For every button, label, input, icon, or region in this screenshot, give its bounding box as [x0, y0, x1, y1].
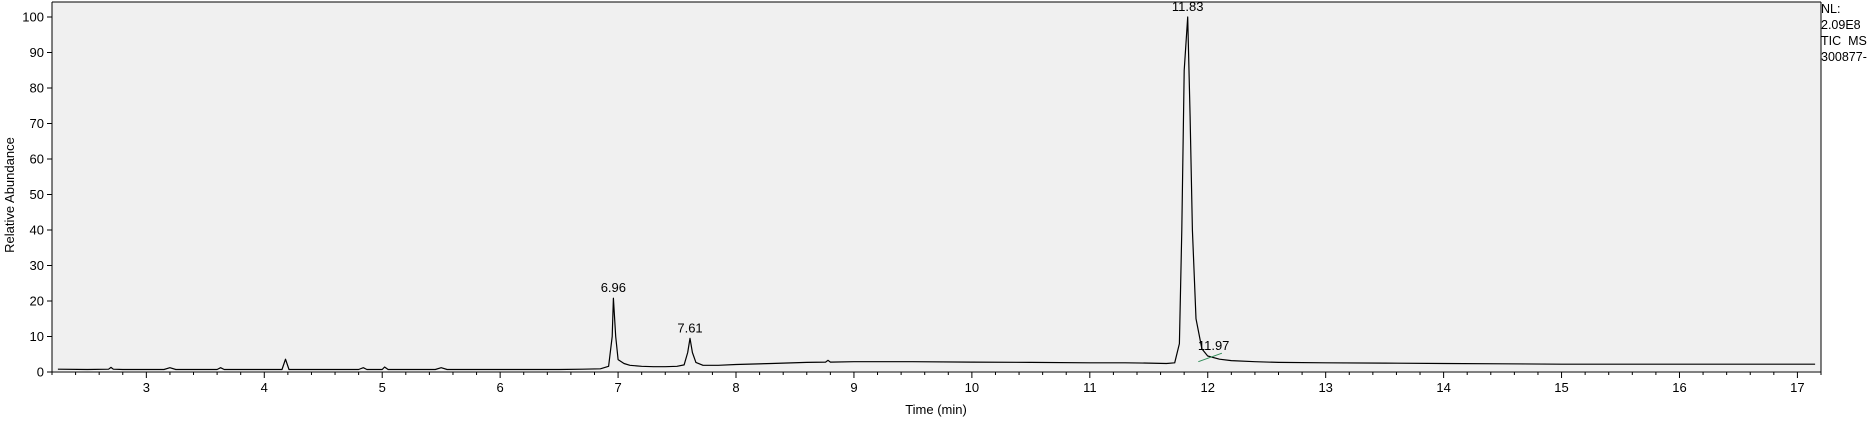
- nl-label: NL:: [1821, 2, 1841, 16]
- nl-value: 2.09E8: [1821, 18, 1861, 32]
- y-tick-label: 30: [30, 258, 44, 273]
- x-tick-label: 12: [1201, 380, 1215, 395]
- peak-label-leader: [1198, 352, 1223, 363]
- y-tick-label: 50: [30, 187, 44, 202]
- x-tick-label: 8: [732, 380, 739, 395]
- x-tick-label: 13: [1318, 380, 1332, 395]
- x-tick-label: 15: [1554, 380, 1568, 395]
- peak-label: 11.83: [1172, 0, 1204, 14]
- y-tick-label: 80: [30, 81, 44, 96]
- y-tick-label: 20: [30, 294, 44, 309]
- peak-label: 11.97: [1198, 338, 1230, 353]
- x-tick-label: 11: [1083, 380, 1097, 395]
- x-axis-title: Time (min): [905, 402, 967, 417]
- x-tick-label: 16: [1672, 380, 1686, 395]
- normalization-info: NL: 2.09E8 TIC MS 300877-: [1821, 1, 1867, 65]
- x-tick-label: 14: [1436, 380, 1450, 395]
- x-tick-label: 3: [143, 380, 150, 395]
- y-tick-label: 10: [30, 329, 44, 344]
- scan-filter: TIC MS: [1821, 34, 1867, 48]
- y-tick-label: 90: [30, 45, 44, 60]
- y-tick-label: 60: [30, 152, 44, 167]
- y-tick-label: 0: [37, 365, 44, 380]
- plot-area: [52, 2, 1821, 371]
- y-tick-label: 70: [30, 116, 44, 131]
- file-name: 300877-: [1821, 50, 1867, 64]
- peak-label: 7.61: [677, 320, 702, 335]
- x-tick-label: 9: [850, 380, 857, 395]
- x-tick-label: 7: [614, 380, 621, 395]
- tic-trace-line: [57, 16, 1816, 371]
- y-axis-title: Relative Abundance: [2, 137, 17, 253]
- y-tick-label: 100: [22, 10, 44, 25]
- x-tick-label: 17: [1790, 380, 1804, 395]
- x-tick-label: 4: [261, 380, 268, 395]
- x-tick-label: 5: [379, 380, 386, 395]
- peak-label: 6.96: [601, 280, 626, 295]
- x-tick-label: 6: [497, 380, 504, 395]
- y-tick-label: 40: [30, 223, 44, 238]
- x-tick-label: 10: [965, 380, 979, 395]
